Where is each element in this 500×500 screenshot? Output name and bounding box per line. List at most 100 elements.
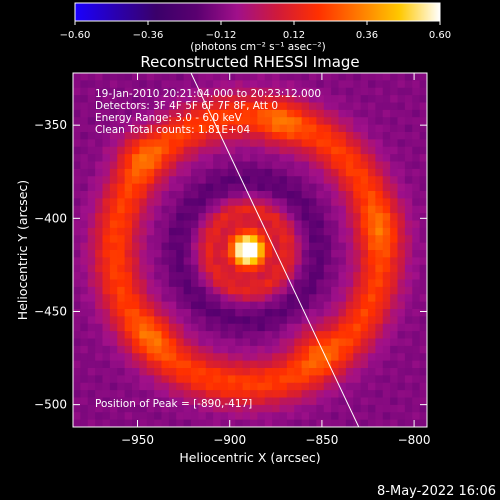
heatmap-cell: [139, 390, 148, 399]
heatmap-cell: [301, 419, 310, 427]
heatmap-cell: [87, 220, 96, 229]
heatmap-cell: [227, 117, 236, 126]
heatmap-cell: [87, 124, 96, 133]
heatmap-cell: [404, 124, 413, 133]
heatmap-cell: [360, 198, 369, 207]
heatmap-cell: [176, 279, 185, 288]
heatmap-cell: [87, 73, 96, 81]
heatmap-cell: [102, 397, 111, 406]
heatmap-cell: [419, 286, 427, 295]
heatmap-cell: [345, 397, 354, 406]
heatmap-cell: [294, 191, 303, 199]
heatmap-cell: [220, 412, 229, 421]
heatmap-cell: [331, 338, 340, 347]
heatmap-cell: [419, 191, 427, 199]
heatmap-cell: [286, 390, 295, 399]
heatmap-cell: [117, 353, 126, 362]
heatmap-cell: [213, 375, 222, 384]
heatmap-cell: [102, 205, 111, 214]
heatmap-cell: [80, 286, 89, 295]
heatmap-cell: [272, 146, 281, 155]
heatmap-cell: [132, 87, 140, 96]
heatmap-cell: [272, 87, 281, 96]
heatmap-cell: [132, 404, 140, 413]
heatmap-cell: [205, 132, 214, 140]
heatmap-cell: [73, 272, 81, 281]
heatmap-cell: [301, 198, 310, 207]
heatmap-cell: [323, 301, 332, 310]
heatmap-cell: [73, 419, 81, 427]
heatmap-cell: [375, 368, 384, 376]
heatmap-cell: [419, 205, 427, 214]
heatmap-cell: [220, 87, 229, 96]
heatmap-cell: [154, 272, 163, 281]
heatmap-cell: [168, 390, 177, 399]
heatmap-cell: [117, 279, 126, 288]
heatmap-cell: [102, 301, 111, 310]
heatmap-cell: [382, 168, 391, 177]
heatmap-cell: [404, 132, 413, 140]
heatmap-cell: [404, 176, 413, 185]
heatmap-cell: [146, 309, 155, 317]
heatmap-cell: [132, 95, 140, 104]
heatmap-cell: [331, 353, 340, 362]
heatmap-cell: [353, 80, 362, 89]
heatmap-cell: [375, 301, 384, 310]
heatmap-cell: [235, 294, 244, 303]
heatmap-cell: [95, 191, 104, 199]
heatmap-cell: [419, 87, 427, 96]
heatmap-cell: [331, 279, 340, 288]
heatmap-cell: [220, 331, 229, 340]
heatmap-cell: [124, 73, 133, 81]
heatmap-cell: [124, 353, 133, 362]
heatmap-cell: [294, 154, 303, 163]
heatmap-cell: [132, 220, 140, 229]
heatmap-cell: [139, 264, 148, 273]
heatmap-cell: [146, 382, 155, 391]
heatmap-cell: [404, 375, 413, 384]
heatmap-cell: [353, 124, 362, 133]
heatmap-cell: [132, 146, 140, 155]
heatmap-cell: [205, 382, 214, 391]
heatmap-cell: [109, 390, 118, 399]
heatmap-cell: [220, 227, 229, 236]
heatmap-cell: [412, 353, 421, 362]
heatmap-cell: [375, 353, 384, 362]
heatmap-cell: [154, 257, 163, 266]
heatmap-cell: [139, 368, 148, 376]
heatmap-cell: [412, 213, 421, 222]
heatmap-cell: [397, 117, 406, 126]
heatmap-cell: [191, 412, 199, 421]
heatmap-cell: [360, 404, 369, 413]
heatmap-cell: [87, 139, 96, 148]
heatmap-cell: [132, 264, 140, 273]
heatmap-cell: [264, 183, 273, 192]
heatmap-cell: [272, 73, 281, 81]
heatmap-cell: [316, 146, 325, 155]
heatmap-cell: [412, 117, 421, 126]
heatmap-cell: [272, 404, 281, 413]
heatmap-cell: [412, 286, 421, 295]
heatmap-cell: [87, 419, 96, 427]
heatmap-cell: [309, 109, 317, 118]
heatmap-cell: [404, 102, 413, 111]
heatmap-cell: [102, 87, 111, 96]
heatmap-cell: [264, 205, 273, 214]
heatmap-cell: [250, 345, 258, 354]
heatmap-cell: [279, 368, 288, 376]
heatmap-cell: [205, 139, 214, 148]
heatmap-cell: [294, 176, 303, 185]
heatmap-cell: [80, 87, 89, 96]
heatmap-cell: [139, 235, 148, 244]
heatmap-cell: [360, 419, 369, 427]
heatmap-cell: [419, 301, 427, 310]
heatmap-cell: [87, 191, 96, 199]
heatmap-cell: [345, 117, 354, 126]
heatmap-cell: [294, 124, 303, 133]
heatmap-cell: [345, 235, 354, 244]
heatmap-cell: [95, 242, 104, 251]
heatmap-cell: [294, 272, 303, 281]
heatmap-cell: [213, 419, 222, 427]
heatmap-cell: [198, 382, 207, 391]
heatmap-cell: [102, 95, 111, 104]
